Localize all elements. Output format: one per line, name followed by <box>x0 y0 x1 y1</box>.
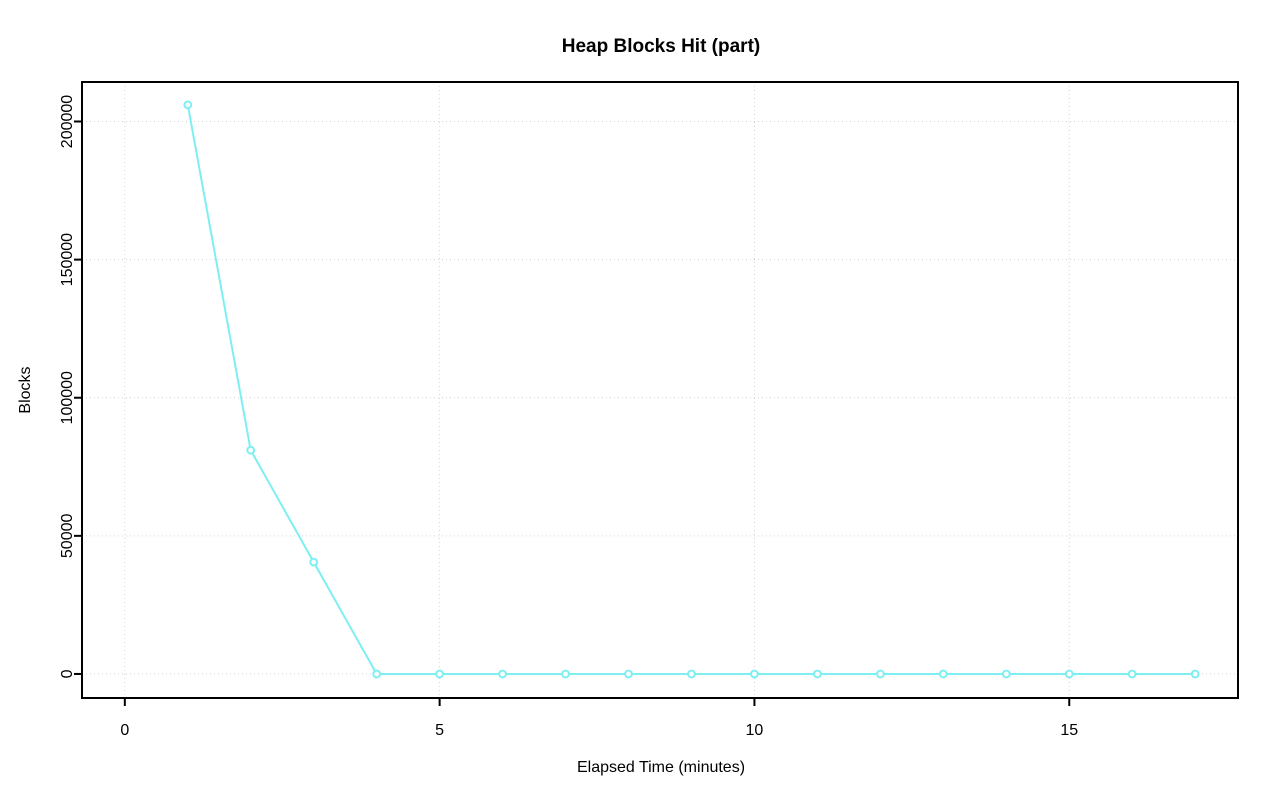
data-point <box>876 669 885 679</box>
series-line <box>186 103 1197 675</box>
data-point <box>246 445 256 455</box>
data-point <box>498 669 508 679</box>
y-tick-label: 200000 <box>59 95 76 148</box>
chart-title: Heap Blocks Hit (part) <box>562 36 760 57</box>
x-tick-label: 15 <box>1060 722 1078 739</box>
x-tick-label: 10 <box>746 722 764 739</box>
data-point <box>1127 669 1137 679</box>
grid-layer <box>82 82 1238 698</box>
data-point <box>561 669 570 679</box>
x-axis-label: Elapsed Time (minutes) <box>577 759 745 776</box>
data-point <box>372 669 382 679</box>
x-tick-label: 5 <box>435 722 444 739</box>
y-tick-label: 100000 <box>59 371 76 424</box>
axis-layer: 0 5 10 15 0 50000 100000 150000 200000 <box>59 81 1239 739</box>
data-point <box>687 669 696 679</box>
series-layer <box>183 100 1200 679</box>
data-point <box>1001 669 1011 679</box>
data-point <box>309 557 319 567</box>
data-point <box>435 669 445 679</box>
data-point <box>750 669 759 679</box>
plot-border <box>81 81 1239 699</box>
y-tick-label: 0 <box>59 669 76 678</box>
data-point <box>1064 669 1074 679</box>
data-point <box>813 669 822 679</box>
data-point <box>1190 669 1200 679</box>
data-point <box>938 669 948 679</box>
data-point <box>183 100 193 110</box>
y-axis-label: Blocks <box>17 366 34 413</box>
data-point <box>624 669 633 679</box>
y-tick-label: 50000 <box>59 514 76 559</box>
x-tick-label: 0 <box>120 722 129 739</box>
y-tick-label: 150000 <box>59 233 76 286</box>
